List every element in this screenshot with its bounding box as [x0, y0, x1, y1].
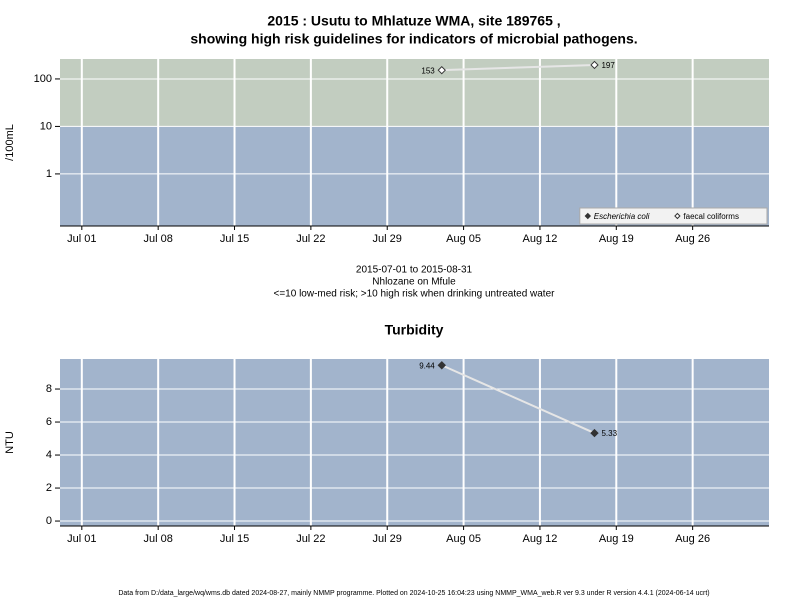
x-tick-label: Aug 26	[675, 233, 710, 245]
y-tick-label: 2	[46, 482, 52, 494]
chart-title: Turbidity	[385, 322, 444, 338]
y-tick-label: 0	[46, 515, 52, 527]
chart-title: showing high risk guidelines for indicat…	[190, 31, 637, 47]
data-point	[590, 428, 599, 438]
y-axis-title: NTU	[4, 431, 16, 454]
legend-label: faecal coliforms	[683, 212, 739, 221]
x-tick-label: Jul 29	[373, 233, 402, 245]
data-label: 197	[601, 61, 615, 70]
data-point	[437, 361, 446, 370]
legend: Escherichia coli faecal coliforms	[579, 207, 768, 225]
note: 2015-07-01 to 2015-08-31	[356, 265, 473, 276]
x-tick-label: Jul 08	[143, 533, 172, 545]
data-label: 9.44	[419, 361, 435, 370]
x-tick-label: Aug 12	[523, 233, 558, 245]
x-tick-label: Jul 15	[220, 233, 249, 245]
chart-title: 2015 : Usutu to Mhlatuze WMA, site 18976…	[267, 13, 560, 29]
series-line	[441, 364, 595, 435]
legend-marker	[674, 212, 681, 220]
y-tick-label: 1	[46, 168, 52, 180]
data-label: 153	[421, 66, 435, 75]
x-tick-label: Jul 29	[373, 533, 402, 545]
x-tick-label: Aug 05	[446, 233, 481, 245]
x-tick-label: Jul 22	[296, 533, 325, 545]
x-tick-label: Aug 19	[599, 533, 634, 545]
legend-box	[579, 207, 768, 225]
y-tick-label: 8	[46, 383, 52, 395]
x-tick-label: Aug 26	[675, 533, 710, 545]
legend-label: Escherichia coli	[594, 212, 650, 221]
x-tick-label: Jul 01	[67, 233, 96, 245]
note: Nhlozane on Mfule	[372, 277, 456, 288]
y-tick-label: 100	[34, 73, 52, 85]
plot-background	[60, 359, 769, 526]
high-risk-band	[60, 59, 769, 127]
note: <=10 low-med risk; >10 high risk when dr…	[274, 289, 556, 300]
x-tick-label: Jul 08	[143, 233, 172, 245]
data-point	[590, 60, 599, 70]
y-tick-label: 4	[46, 449, 52, 461]
footer: Data from D:/data_large/wq/wms.db dated …	[118, 590, 709, 597]
x-tick-label: Aug 05	[446, 533, 481, 545]
x-tick-label: Aug 19	[599, 233, 634, 245]
series-line	[441, 63, 595, 72]
data-point	[437, 65, 446, 75]
data-label: 5.33	[601, 429, 617, 438]
x-tick-label: Aug 12	[523, 533, 558, 545]
y-tick-label: 10	[40, 120, 52, 132]
y-tick-label: 6	[46, 416, 52, 428]
x-tick-label: Jul 22	[296, 233, 325, 245]
x-tick-label: Jul 01	[67, 533, 96, 545]
legend-marker	[584, 212, 592, 220]
y-axis-title: /100mL	[4, 124, 16, 161]
x-tick-label: Jul 15	[220, 533, 249, 545]
